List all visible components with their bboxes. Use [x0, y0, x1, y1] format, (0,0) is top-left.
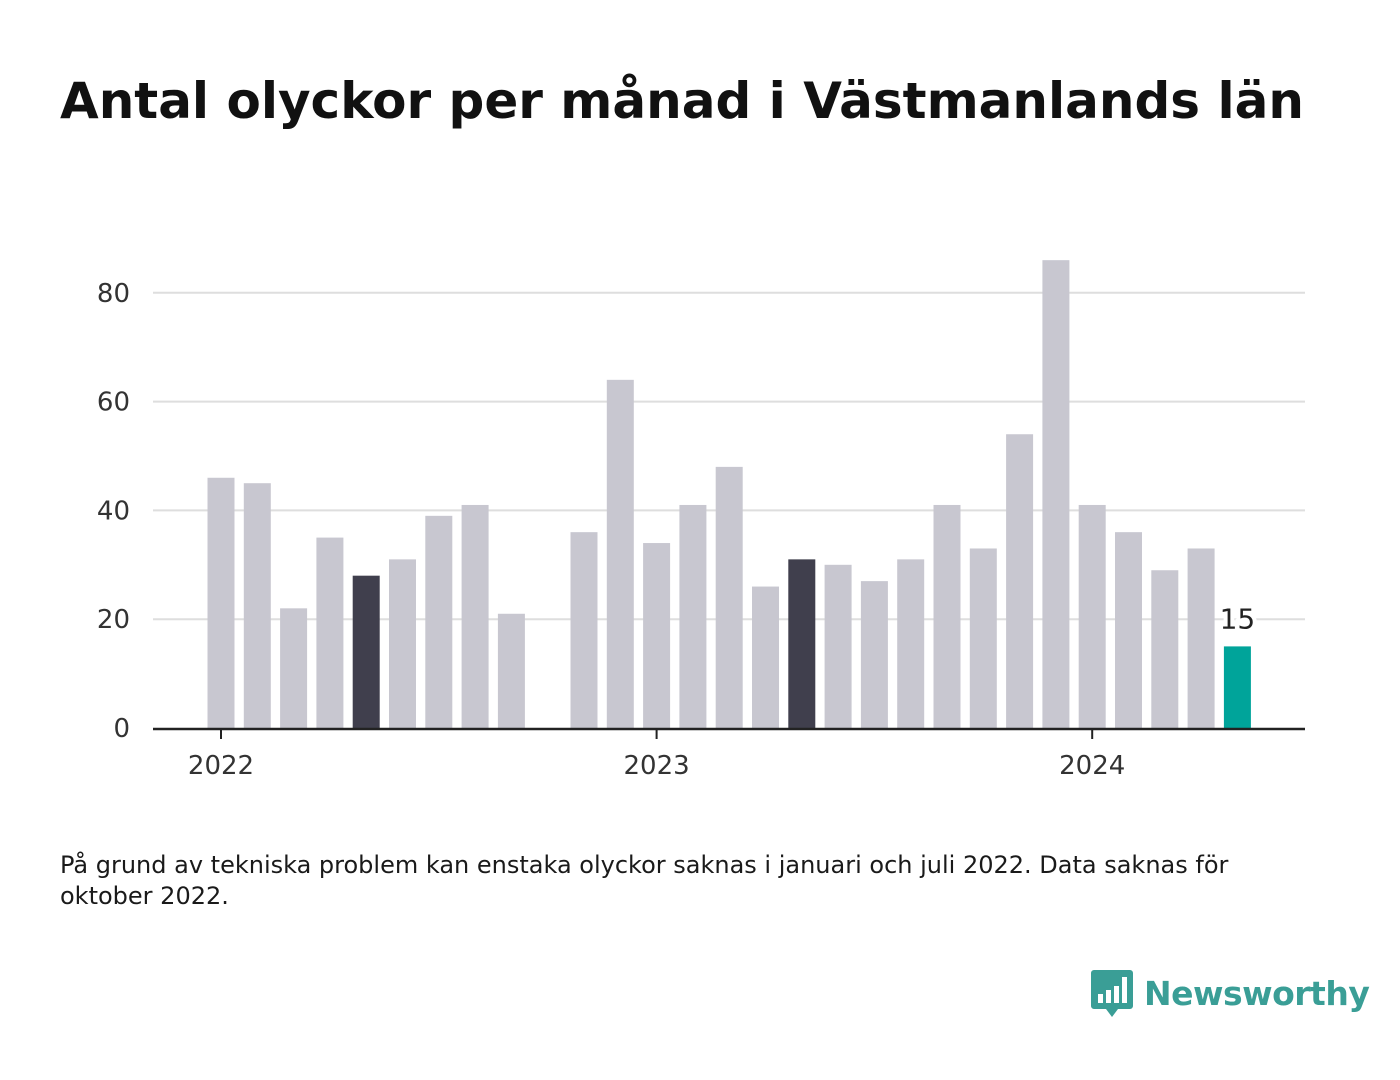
y-tick-label: 40: [97, 496, 130, 526]
bar-2023-04: [752, 586, 779, 728]
bar-2024-04: [1187, 548, 1215, 728]
bar-2022-03: [280, 608, 308, 728]
y-tick-label: 60: [97, 388, 130, 418]
bar-2023-11: [1006, 434, 1034, 728]
bar-2023-09: [933, 504, 961, 728]
x-axis: 2022 2023 2024: [153, 727, 1305, 781]
bar-2022-12: [606, 379, 634, 728]
bar-2024-03: [1151, 570, 1179, 728]
bar-2023-08: [897, 559, 925, 728]
bar-2022-08: [461, 504, 489, 728]
bar-2022-05: [352, 575, 380, 728]
bar-2022-11: [570, 532, 598, 728]
bars: [207, 260, 1251, 728]
bar-2023-10: [969, 548, 997, 728]
bar-2024-02: [1115, 532, 1142, 728]
bar-chart: 0 20 40 60 80 2022 2023 2024 15: [97, 260, 1305, 781]
bar-2022-07: [425, 515, 453, 728]
bar-2024-01: [1078, 504, 1106, 728]
y-tick-label: 20: [97, 605, 130, 635]
footnote: På grund av tekniska problem kan enstaka…: [60, 851, 1229, 910]
bar-2022-06: [389, 559, 416, 728]
y-tick-label: 0: [113, 714, 130, 744]
value-label-2024-05: 15: [1220, 602, 1256, 635]
x-tick-label: 2024: [1059, 751, 1125, 781]
bar-2023-01: [643, 543, 671, 728]
y-tick-label: 80: [97, 279, 130, 309]
brand-name: Newsworthy: [1144, 973, 1370, 1013]
bar-2023-02: [679, 504, 707, 728]
bar-2022-02: [243, 483, 271, 728]
x-tick-label: 2022: [188, 751, 254, 781]
chart-title: Antal olyckor per månad i Västmanlands l…: [60, 72, 1304, 130]
bar-2022-01: [207, 477, 235, 728]
brand-logo: Newsworthy: [1090, 968, 1370, 1018]
bar-2023-12: [1042, 260, 1070, 728]
bar-2022-09: [497, 613, 525, 728]
bar-2022-04: [316, 537, 344, 728]
bar-chart-logo-icon: [1091, 970, 1133, 1017]
bar-2023-05: [788, 559, 816, 728]
bar-2024-05: [1223, 646, 1251, 728]
x-tick-label: 2023: [624, 751, 690, 781]
data-labels: 15: [1216, 598, 1260, 639]
bar-2023-03: [715, 466, 743, 728]
bar-2023-06: [824, 564, 852, 728]
bar-2023-07: [860, 581, 888, 728]
